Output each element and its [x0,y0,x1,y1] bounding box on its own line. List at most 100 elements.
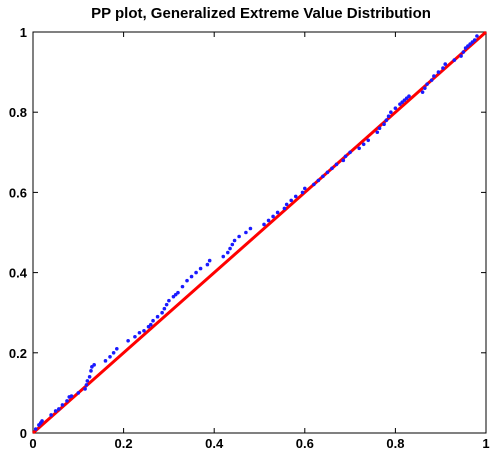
data-point [89,369,93,373]
data-point [225,250,230,255]
data-point [176,290,180,295]
chart-title: PP plot, Generalized Extreme Value Distr… [91,5,431,22]
data-point [275,210,280,215]
data-point [162,306,167,311]
data-point [84,383,89,387]
data-point [300,190,305,195]
data-point [377,126,382,131]
x-tick-label: 0.6 [296,436,314,451]
data-point [60,403,65,407]
x-tick-label: 0.8 [386,436,404,451]
data-point [137,330,142,335]
x-tick-label: 0.4 [205,436,224,451]
data-point [115,346,119,351]
data-point [461,50,466,54]
data-point [293,194,298,199]
data-point [33,427,38,431]
data-point [436,70,441,74]
data-point [167,298,171,303]
data-point [312,182,316,187]
data-point [366,138,371,143]
data-point [83,387,87,391]
data-point [76,391,81,395]
data-point [425,82,429,86]
data-point [53,409,58,413]
data-point [57,407,61,411]
data-point [103,359,108,363]
data-point [284,202,289,207]
data-point [441,66,445,70]
data-point [248,226,253,231]
data-point [49,413,53,417]
data-point [289,198,294,203]
data-point [133,334,137,339]
x-tick-label: 0.2 [115,436,133,451]
data-point [389,110,393,114]
data-points-layer [33,34,479,431]
data-point [384,118,389,123]
data-point [126,338,130,343]
data-point [164,302,169,307]
y-tick-label: 0 [20,426,27,441]
data-point [393,106,398,110]
data-point [262,222,266,227]
y-tick-label: 1 [20,25,27,40]
data-point [459,54,463,58]
data-point [452,58,457,62]
data-point [321,174,325,179]
reference-line [32,30,487,435]
data-point [180,284,185,289]
data-point [432,74,436,78]
y-tick-label: 0.8 [9,105,27,120]
data-point [341,158,346,163]
x-tick-label: 1 [482,436,489,451]
data-point [316,178,321,183]
data-point [282,206,287,211]
data-point [65,399,69,403]
data-point [271,214,275,219]
data-point [325,170,330,175]
data-point [330,166,334,171]
data-point [361,142,366,147]
data-point [386,114,391,119]
data-point [472,38,477,42]
data-point [87,375,92,379]
data-point [205,262,210,267]
data-point [375,130,380,135]
data-point [108,355,112,359]
x-tick-label: 0 [29,436,36,451]
data-point [189,274,194,279]
axis-ticks: 0 0.2 0.4 0.6 0.8 1 0 0.2 0.4 0.6 0.8 1 [9,25,490,451]
data-point [443,62,448,66]
data-point [343,154,348,159]
data-point [423,86,427,90]
data-point [429,78,434,82]
y-tick-label: 0.2 [9,346,27,361]
data-point [69,394,74,398]
data-point [155,314,160,319]
data-point [185,278,189,283]
data-point [194,270,198,275]
data-point [475,34,479,38]
data-point [230,242,235,247]
data-point [382,122,386,127]
data-point [160,310,164,315]
data-point [357,146,361,151]
data-point [407,94,411,98]
data-point [266,218,271,223]
data-point [111,351,116,355]
data-point [92,363,96,367]
data-point [148,322,153,327]
data-point [85,379,90,383]
data-point [303,186,307,191]
y-tick-label: 0.4 [9,266,28,281]
data-point [237,234,241,239]
data-point [207,258,212,263]
y-tick-label: 0.6 [9,185,27,200]
data-point [232,238,237,243]
data-point [228,246,232,251]
data-point [348,150,352,155]
data-point [244,230,248,235]
data-point [420,90,425,94]
